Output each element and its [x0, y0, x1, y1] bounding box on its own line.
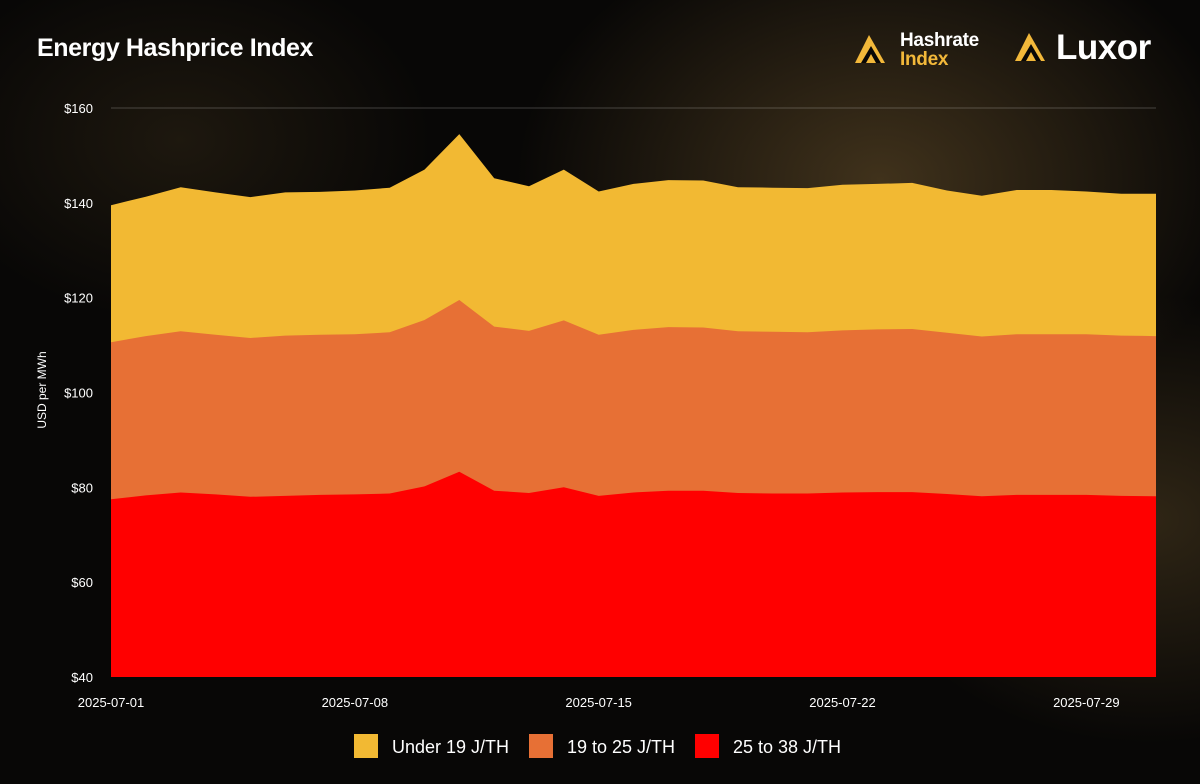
y-tick-label: $120 [64, 291, 93, 306]
hashrate-index-word-2: Index [900, 49, 949, 70]
legend-label-under-19: Under 19 J/TH [392, 737, 510, 757]
hashrate-index-logo-icon [855, 35, 885, 63]
luxor-logo[interactable]: Luxor [1012, 28, 1172, 72]
area-series-3 [111, 471, 1156, 677]
y-tick-group: $40 $60 $80 $100 $120 $140 $160 [64, 101, 93, 685]
y-tick-label: $80 [71, 480, 93, 495]
hashrate-index-logo[interactable]: Hashrate Index [852, 30, 1002, 70]
y-tick-label: $160 [64, 101, 93, 116]
legend-swatch-19-to-25 [529, 734, 553, 758]
chart-title: Energy Hashprice Index [37, 34, 314, 62]
x-tick-group: 2025-07-01 2025-07-08 2025-07-15 2025-07-22… [78, 695, 1120, 710]
x-tick-label: 2025-07-01 [78, 695, 145, 710]
legend-label-19-to-25: 19 to 25 J/TH [567, 737, 676, 757]
y-tick-label: $140 [64, 196, 93, 211]
x-tick-label: 2025-07-22 [809, 695, 876, 710]
x-tick-label: 2025-07-29 [1053, 695, 1120, 710]
legend-swatch-under-19 [354, 734, 378, 758]
y-tick-label: $40 [71, 670, 93, 685]
luxor-wordmark: Luxor [1056, 28, 1151, 67]
hashrate-index-word-1: Hashrate [900, 30, 979, 51]
legend-label-25-to-38: 25 to 38 J/TH [733, 737, 842, 757]
legend: Under 19 J/TH 19 to 25 J/TH 25 to 38 J/T… [0, 734, 1200, 760]
x-tick-label: 2025-07-15 [565, 695, 632, 710]
luxor-logo-icon [1015, 33, 1045, 61]
x-tick-label: 2025-07-08 [322, 695, 389, 710]
area-series-group [111, 134, 1156, 678]
legend-swatch-25-to-38 [695, 734, 719, 758]
y-tick-label: $60 [71, 575, 93, 590]
y-tick-label: $100 [64, 386, 93, 401]
